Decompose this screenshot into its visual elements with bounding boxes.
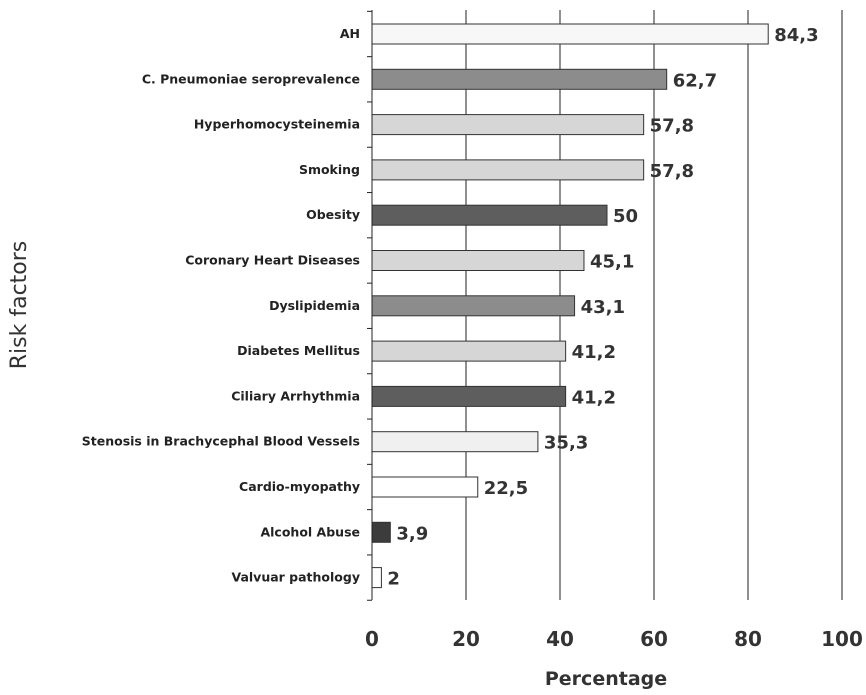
bar — [371, 340, 567, 362]
x-tick-label: 0 — [365, 627, 379, 651]
bar — [371, 295, 576, 317]
data-label: 62,7 — [673, 70, 717, 91]
bar — [371, 114, 645, 136]
bar — [371, 250, 585, 271]
data-label: 57,8 — [650, 161, 694, 182]
category-label: Obesity — [306, 207, 360, 222]
bar — [371, 204, 608, 226]
data-label: 57,8 — [650, 116, 694, 137]
category-label: Ciliary Arrhythmia — [231, 388, 360, 403]
category-label: AH — [340, 26, 360, 41]
data-label: 41,2 — [572, 387, 616, 408]
x-tick-label: 40 — [546, 627, 574, 651]
data-label: 22,5 — [484, 478, 528, 499]
grid-layer — [465, 10, 843, 600]
x-tick-label: 60 — [640, 627, 668, 651]
bar — [371, 23, 769, 45]
bar — [371, 521, 391, 543]
category-label: Valvuar pathology — [231, 570, 360, 585]
bar — [371, 476, 479, 498]
data-label: 45,1 — [590, 252, 634, 273]
bar — [371, 159, 645, 181]
category-label: Hyperhomocysteinemia — [194, 117, 360, 132]
x-tick-label: 100 — [821, 627, 863, 651]
data-label: 2 — [387, 569, 400, 590]
category-label: Diabetes Mellitus — [237, 343, 360, 358]
labels-layer: AH 84,3 C. Pneumoniae seroprevalence 62,7 Hy… — [82, 25, 819, 590]
category-label: Alcohol Abuse — [260, 524, 360, 539]
bar — [371, 567, 382, 589]
bar — [371, 431, 539, 453]
bars-layer — [371, 23, 769, 589]
bar — [371, 68, 668, 90]
x-tick-label: 80 — [734, 627, 762, 651]
data-label: 3,9 — [396, 523, 428, 544]
data-label: 84,3 — [774, 25, 818, 46]
x-tick-label: 20 — [452, 627, 480, 651]
category-label: Cardio-myopathy — [239, 479, 360, 494]
category-label: Coronary Heart Diseases — [185, 253, 360, 268]
data-label: 43,1 — [581, 297, 625, 318]
data-label: 35,3 — [544, 433, 588, 454]
category-label: Smoking — [299, 162, 360, 177]
x-axis-title: Percentage — [545, 668, 667, 690]
category-label: Dyslipidemia — [269, 298, 360, 313]
category-label: Stenosis in Brachycephal Blood Vessels — [82, 434, 360, 449]
ticks-layer: 0 20 40 60 80 100 — [365, 10, 863, 651]
y-axis-title: Risk factors — [7, 241, 32, 370]
bar — [371, 385, 567, 407]
category-label: C. Pneumoniae seroprevalence — [142, 71, 360, 86]
data-label: 50 — [613, 206, 638, 227]
data-label: 41,2 — [572, 342, 616, 363]
